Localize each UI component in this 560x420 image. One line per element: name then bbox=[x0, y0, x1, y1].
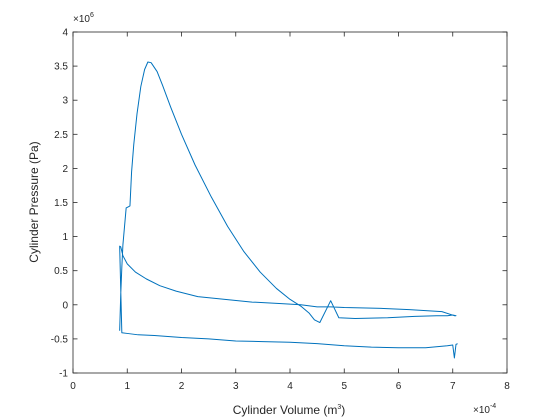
x-tick-label: 7 bbox=[450, 381, 456, 392]
x-axis-exponent: ×10-4 bbox=[473, 403, 496, 416]
y-axis-label: Cylinder Pressure (Pa) bbox=[27, 141, 41, 262]
y-tick-label: 1 bbox=[62, 232, 68, 243]
x-axis-label-sup: 3 bbox=[337, 404, 341, 411]
x-axis-exponent-base: ×10 bbox=[473, 405, 490, 416]
plot-area bbox=[119, 61, 458, 359]
x-tick-label: 5 bbox=[341, 381, 347, 392]
y-axis-exponent-power: 6 bbox=[90, 12, 94, 19]
x-tick-label: 6 bbox=[396, 381, 402, 392]
y-tick-label: 4 bbox=[62, 28, 68, 39]
y-tick-label: -0.5 bbox=[51, 334, 69, 345]
axes-box bbox=[72, 31, 508, 374]
y-tick-label: 0.5 bbox=[54, 266, 68, 277]
y-axis-exponent: ×106 bbox=[73, 12, 94, 25]
y-tick-label: 0 bbox=[62, 300, 68, 311]
x-tick-label: 4 bbox=[287, 381, 293, 392]
x-axis-label-main: Cylinder Volume (m bbox=[233, 403, 338, 417]
x-tick-label: 8 bbox=[504, 381, 510, 392]
y-tick-label: 1.5 bbox=[54, 198, 68, 209]
pv-series-line bbox=[119, 61, 458, 359]
y-axis-ticks: -1 -0.5 0 0.5 1 1.5 2 2.5 3 3.5 4 bbox=[51, 28, 507, 380]
x-axis-label-tail: ) bbox=[341, 403, 345, 417]
x-axis-exponent-power: -4 bbox=[490, 403, 496, 410]
x-tick-label: 2 bbox=[179, 381, 185, 392]
axes-frame bbox=[72, 31, 508, 374]
y-tick-label: 2.5 bbox=[54, 130, 68, 141]
x-tick-label: 1 bbox=[124, 381, 130, 392]
x-tick-label: 0 bbox=[70, 381, 76, 392]
y-axis-exponent-base: ×10 bbox=[73, 14, 90, 25]
x-axis-label: Cylinder Volume (m3) bbox=[233, 403, 346, 417]
y-tick-label: 3 bbox=[62, 96, 68, 107]
y-tick-label: 2 bbox=[62, 164, 68, 175]
x-tick-label: 3 bbox=[233, 381, 239, 392]
y-tick-label: -1 bbox=[59, 369, 68, 380]
x-axis-ticks: 0 1 2 3 4 5 6 7 8 bbox=[70, 32, 510, 392]
y-tick-label: 3.5 bbox=[54, 62, 68, 73]
